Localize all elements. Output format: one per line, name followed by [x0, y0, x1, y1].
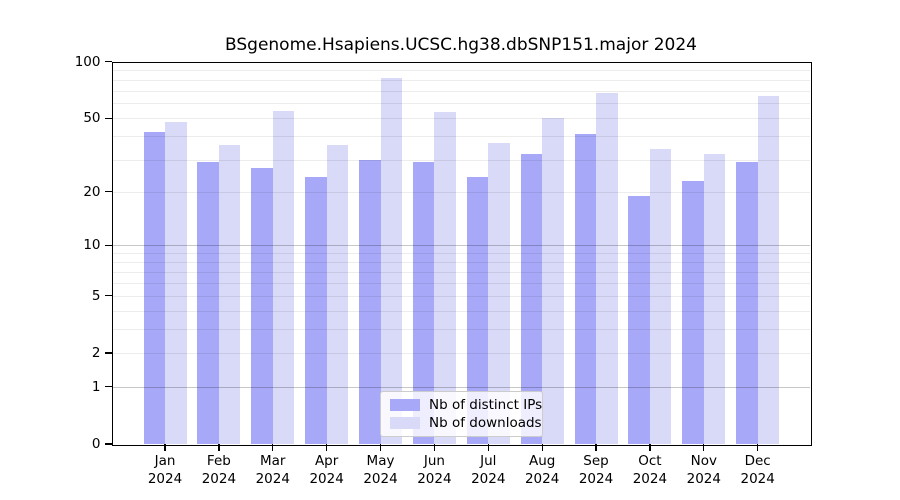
bar-distinct-ips-nov: [682, 180, 704, 444]
bar-downloads-nov: [703, 154, 726, 444]
x-tick-may: [379, 444, 382, 451]
bar-distinct-ips-aug: [520, 154, 543, 444]
gridline-5: [111, 295, 810, 297]
y-tick-label-0: 0: [91, 436, 101, 452]
bar-downloads-jul: [488, 142, 510, 444]
y-tick-20: [104, 191, 112, 193]
bar-distinct-ips-jul: [466, 177, 489, 444]
x-tick-label-jul: Jul 2024: [471, 453, 506, 487]
bar-distinct-ips-dec: [736, 162, 758, 444]
bar-downloads-sep: [596, 93, 618, 444]
y-tick-5: [104, 294, 112, 297]
bar-distinct-ips-apr: [305, 177, 327, 444]
gridline-2: [111, 352, 810, 354]
legend-item-distinct-ips: Nb of distinct IPs: [390, 397, 542, 413]
y-tick-label-5: 5: [91, 287, 101, 304]
bar-downloads-apr: [326, 144, 349, 444]
gridline-1: [111, 386, 810, 388]
legend: Nb of distinct IPs Nb of downloads: [380, 391, 543, 437]
gridline-80: [111, 79, 810, 81]
legend-swatch-downloads: [390, 417, 420, 430]
x-tick-feb: [218, 444, 220, 451]
gridline-50: [111, 118, 810, 120]
x-tick-mar: [272, 444, 274, 451]
bar-distinct-ips-mar: [251, 167, 273, 444]
gridline-60: [111, 103, 810, 105]
bar-distinct-ips-may: [359, 159, 381, 444]
x-tick-label-nov: Nov 2024: [686, 453, 721, 487]
x-tick-dec: [757, 444, 759, 451]
y-tick-label-20: 20: [83, 183, 101, 200]
y-tick-label-10: 10: [83, 237, 101, 254]
x-tick-sep: [595, 444, 597, 451]
bar-downloads-aug: [542, 118, 564, 444]
gridline-7: [111, 271, 810, 273]
gridline-9: [111, 253, 810, 255]
bar-distinct-ips-sep: [574, 134, 597, 444]
bar-downloads-oct: [649, 149, 672, 444]
x-tick-jan: [164, 444, 166, 451]
bar-downloads-jan: [165, 121, 187, 444]
chart-title: BSgenome.Hsapiens.UCSC.hg38.dbSNP151.maj…: [225, 35, 697, 55]
gridline-30: [111, 159, 810, 161]
y-tick-1: [104, 385, 112, 388]
x-tick-label-jun: Jun 2024: [417, 453, 452, 487]
x-tick-label-jan: Jan 2024: [147, 453, 183, 487]
y-tick-label-2: 2: [91, 344, 101, 361]
y-tick-label-50: 50: [83, 110, 101, 127]
bar-distinct-ips-feb: [197, 162, 219, 444]
gridline-40: [111, 136, 810, 138]
gridline-90: [111, 70, 810, 72]
x-tick-label-oct: Oct 2024: [632, 453, 668, 487]
legend-swatch-distinct-ips: [390, 398, 420, 411]
x-tick-label-aug: Aug 2024: [524, 453, 560, 487]
x-tick-label-may: May 2024: [363, 453, 398, 487]
bar-distinct-ips-jan: [143, 132, 165, 444]
x-tick-label-mar: Mar 2024: [255, 453, 290, 487]
x-tick-apr: [325, 444, 328, 451]
legend-label-downloads: Nb of downloads: [429, 415, 542, 432]
x-tick-jul: [487, 444, 489, 451]
legend-label-distinct-ips: Nb of distinct IPs: [429, 396, 543, 413]
x-tick-nov: [703, 444, 705, 451]
gridline-4: [111, 310, 810, 312]
x-tick-label-dec: Dec 2024: [740, 453, 775, 487]
legend-item-downloads: Nb of downloads: [390, 415, 542, 431]
gridline-6: [111, 282, 810, 284]
gridline-20: [111, 191, 810, 193]
y-tick-10: [104, 244, 112, 246]
gridline-3: [111, 329, 810, 331]
bar-downloads-jun: [434, 112, 456, 444]
x-tick-label-feb: Feb 2024: [201, 453, 237, 487]
x-tick-label-sep: Sep 2024: [578, 453, 614, 487]
x-tick-aug: [541, 444, 543, 451]
gridline-8: [111, 261, 810, 263]
x-tick-oct: [649, 444, 651, 451]
gridline-70: [111, 90, 810, 92]
y-tick-50: [104, 117, 112, 119]
bar-downloads-dec: [757, 95, 780, 444]
y-tick-2: [104, 352, 112, 354]
bar-downloads-feb: [218, 144, 241, 444]
x-tick-label-apr: Apr 2024: [309, 453, 344, 487]
bar-distinct-ips-oct: [628, 195, 650, 444]
bar-downloads-mar: [272, 110, 295, 444]
y-tick-100: [104, 61, 112, 63]
bar-distinct-ips-jun: [412, 162, 435, 444]
x-tick-jun: [433, 444, 436, 451]
gridline-10: [111, 245, 810, 247]
y-tick-label-1: 1: [91, 378, 101, 395]
y-tick-label-100: 100: [74, 53, 101, 70]
bar-downloads-may: [380, 77, 403, 444]
y-tick-0: [104, 443, 112, 445]
